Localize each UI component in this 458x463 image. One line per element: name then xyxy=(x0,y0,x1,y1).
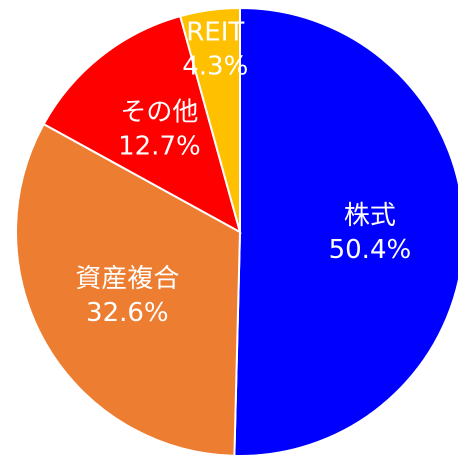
slice-value-label: 4.3% xyxy=(182,51,248,81)
slice-value-label: 12.7% xyxy=(118,132,201,162)
pie-slice xyxy=(15,122,242,457)
slice-value-label: 50.4% xyxy=(329,235,412,265)
slice-label: REIT xyxy=(186,17,244,47)
slice-label: 株式 xyxy=(344,201,396,231)
slice-label: その他 xyxy=(120,98,198,128)
slice-value-label: 32.6% xyxy=(86,298,169,328)
pie-slice xyxy=(42,14,242,235)
pie-slice xyxy=(233,6,458,457)
pie-slice xyxy=(178,6,241,233)
slice-label: 資産複合 xyxy=(75,264,179,294)
